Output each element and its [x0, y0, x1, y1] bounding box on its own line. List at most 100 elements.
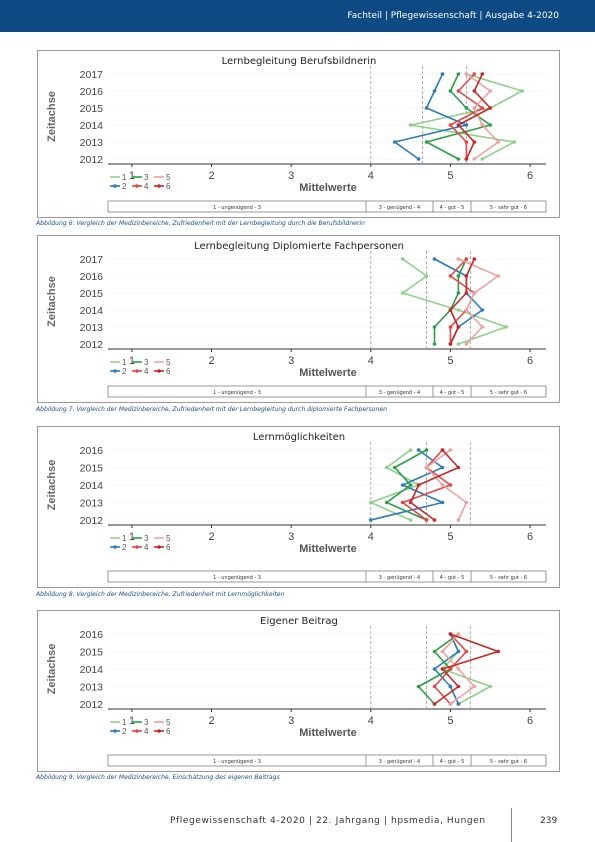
figure-caption-4: Abbildung 9: Vergleich der Medizinbereic…	[36, 774, 280, 781]
data-point	[488, 123, 493, 127]
y-tick-label: 2013	[80, 322, 104, 334]
chart-title: Lernbegleitung Berufsbildnerin	[222, 56, 377, 67]
series-line-2	[393, 73, 468, 160]
data-point	[464, 308, 469, 312]
y-tick-label: 2013	[80, 498, 104, 510]
data-point	[432, 257, 437, 261]
data-point	[456, 632, 461, 636]
scale-label: 1 - ungenügend - 3	[213, 205, 261, 211]
legend-label: 1	[122, 534, 127, 543]
data-point	[448, 308, 453, 312]
x-tick-label: 4	[368, 715, 374, 727]
data-point	[448, 274, 453, 278]
chart-panel-4: Eigener Beitrag Zeitachse 2016 2015 2014 2013…	[37, 610, 560, 772]
scale-label: 3 - genügend - 4	[379, 575, 421, 581]
data-point	[488, 89, 493, 93]
scale-box	[107, 570, 547, 583]
legend-label: 2	[122, 182, 127, 191]
chart-title: Lernbegleitung Diplomierte Fachpersonen	[194, 241, 404, 252]
chart-panel-2: Lernbegleitung Diplomierte Fachpersonen Z…	[37, 235, 560, 403]
data-point	[464, 291, 469, 295]
legend-label: 4	[144, 543, 149, 552]
data-point	[440, 72, 445, 76]
data-point	[464, 106, 469, 110]
data-point	[520, 89, 524, 93]
x-tick-label: 4	[368, 531, 374, 543]
x-tick-label: 6	[527, 355, 533, 367]
y-tick-label: 2016	[80, 86, 104, 98]
legend-marker	[157, 184, 161, 188]
y-tick-label: 2017	[80, 69, 104, 81]
data-point	[432, 649, 437, 654]
legend-label: 3	[144, 358, 149, 367]
data-point	[472, 291, 477, 295]
scale-label: 1 - ungenügend - 3	[213, 759, 261, 765]
data-point	[456, 465, 461, 470]
data-point	[448, 483, 453, 487]
data-point	[456, 342, 461, 346]
figure-caption-1: Abbildung 6: Vergleich der Medizinbereic…	[36, 220, 365, 227]
data-point	[432, 325, 437, 329]
data-point	[408, 518, 413, 522]
scale-label: 5 - sehr gut - 6	[490, 205, 527, 211]
y-axis-label: Zeitachse	[46, 276, 58, 327]
x-tick-label: 3	[288, 170, 294, 182]
x-tick-label: 2	[208, 355, 214, 367]
data-point	[448, 684, 453, 689]
data-point	[464, 649, 469, 654]
data-point	[456, 684, 461, 689]
series-line-3	[433, 258, 468, 344]
data-point	[488, 106, 493, 110]
data-point	[496, 274, 501, 278]
data-point	[496, 649, 501, 654]
series-line-5	[458, 258, 500, 345]
data-point	[440, 465, 445, 470]
data-point	[369, 518, 373, 522]
x-tick-label: 1	[129, 531, 135, 543]
series-line-1	[401, 258, 508, 345]
data-point	[504, 325, 508, 329]
data-point	[464, 342, 469, 346]
page-number: 239	[540, 816, 558, 826]
data-point	[456, 291, 461, 295]
x-tick-label: 2	[208, 170, 214, 182]
legend-marker	[157, 369, 161, 373]
data-point	[400, 500, 405, 505]
chart-panel-3: Lernmöglichkeiten Zeitachse 2016 2015 2014 20…	[37, 426, 560, 588]
data-point	[480, 325, 485, 329]
x-tick-label: 4	[368, 170, 374, 182]
data-point	[456, 72, 461, 76]
legend-marker	[135, 545, 139, 549]
figure-caption-2: Abbildung 7: Vergleich der Medizinbereic…	[36, 406, 388, 413]
scale-label: 5 - sehr gut - 6	[490, 390, 527, 396]
scale-label: 3 - genügend - 4	[379, 759, 421, 765]
data-point	[472, 106, 477, 110]
x-tick-label: 5	[447, 355, 453, 367]
data-point	[369, 500, 373, 505]
header-text: Fachteil | Pflegewissenschaft | Ausgabe …	[347, 11, 559, 21]
scale-label: 4 - gut - 5	[440, 205, 465, 211]
x-tick-label: 2	[208, 531, 214, 543]
y-tick-label: 2015	[80, 288, 104, 300]
data-point	[448, 448, 453, 452]
legend-marker	[113, 545, 117, 549]
data-point	[384, 465, 389, 470]
chart-title: Eigener Beitrag	[260, 616, 338, 627]
data-point	[464, 257, 469, 261]
page-header: Fachteil | Pflegewissenschaft | Ausgabe …	[0, 0, 595, 32]
x-tick-label: 6	[527, 715, 533, 727]
chart-3: Lernmöglichkeiten Zeitachse 2016 2015 2014 20…	[46, 432, 547, 583]
y-tick-label: 2012	[80, 699, 104, 711]
scale-label: 1 - ungenügend - 3	[213, 575, 261, 581]
y-tick-label: 2013	[80, 682, 104, 694]
x-tick-label: 3	[288, 715, 294, 727]
x-axis-label: Mittelwerte	[299, 367, 356, 379]
legend-marker	[113, 369, 117, 373]
data-point	[440, 448, 445, 452]
x-tick-label: 5	[447, 531, 453, 543]
y-tick-label: 2013	[80, 137, 104, 149]
data-point	[424, 465, 429, 470]
data-point	[400, 483, 405, 487]
y-axis-label: Zeitachse	[46, 91, 58, 142]
data-point	[480, 157, 485, 161]
